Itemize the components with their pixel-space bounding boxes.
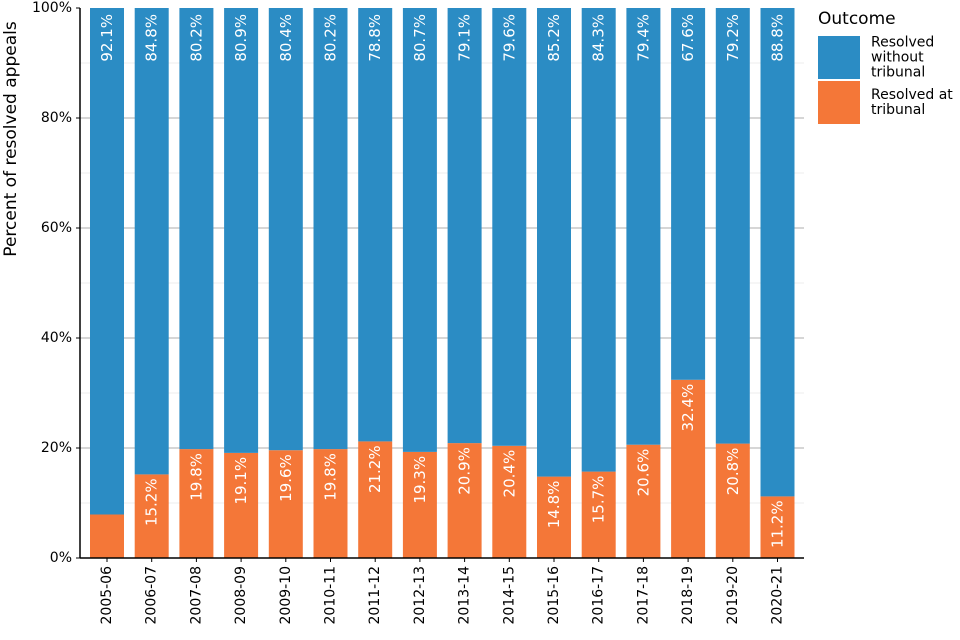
bar-tribunal-2019-20 (715, 443, 750, 558)
x-tick-label: 2020-21 (770, 566, 786, 625)
x-tick-label: 2012-13 (412, 566, 428, 625)
data-label-tribunal: 15.7% (590, 476, 608, 524)
y-tick-label: 100% (32, 0, 72, 16)
bar-without-tribunal-2015-16 (537, 8, 571, 477)
y-tick-label: 60% (41, 220, 72, 236)
legend-label: tribunal (871, 102, 925, 118)
bar-without-tribunal-2008-09 (224, 8, 259, 453)
bar-without-tribunal-2014-15 (492, 8, 527, 446)
bar-without-tribunal-2010-11 (313, 8, 348, 450)
x-tick-label: 2019-20 (725, 566, 741, 625)
data-label-without-tribunal: 80.7% (411, 14, 429, 62)
bar-tribunal-2010-11 (313, 449, 348, 558)
data-label-tribunal: 11.2% (769, 500, 787, 548)
bar-tribunal-2008-09 (224, 452, 259, 558)
data-label-tribunal: 20.8% (724, 448, 742, 496)
bar-tribunal-2009-10 (268, 450, 303, 558)
bar-without-tribunal-2006-07 (134, 8, 169, 475)
data-label-tribunal: 20.9% (456, 447, 474, 495)
bar-tribunal-2006-07 (134, 474, 169, 558)
bar-tribunal-2015-16 (537, 476, 571, 558)
bar-tribunal-2013-14 (447, 443, 482, 558)
x-tick-label: 2015-16 (546, 566, 562, 625)
data-label-without-tribunal: 88.8% (769, 14, 787, 62)
bar-without-tribunal-2012-13 (402, 8, 437, 452)
data-label-tribunal: 19.8% (322, 453, 340, 501)
x-tick-label: 2010-11 (323, 566, 339, 625)
data-label-tribunal: 15.2% (143, 478, 161, 526)
y-tick-label: 80% (41, 110, 72, 126)
data-label-without-tribunal: 84.3% (590, 14, 608, 62)
x-tick-label: 2018-19 (680, 566, 696, 625)
legend-swatch (818, 36, 860, 79)
y-tick-label: 0% (50, 550, 72, 566)
data-label-without-tribunal: 80.9% (232, 14, 250, 62)
bar-without-tribunal-2011-12 (358, 8, 393, 442)
bars (90, 8, 795, 558)
data-label-tribunal: 19.6% (277, 454, 295, 502)
data-label-without-tribunal: 67.6% (679, 14, 697, 62)
x-tick-label: 2009-10 (278, 566, 294, 625)
legend: Outcome ResolvedwithouttribunalResolved … (818, 9, 953, 124)
y-axis-title: Percent of resolved appeals (1, 21, 21, 257)
legend-label: Resolved at (871, 87, 953, 103)
data-label-without-tribunal: 80.2% (187, 14, 205, 62)
data-label-tribunal: 19.8% (187, 453, 205, 501)
y-tick-label: 40% (41, 330, 72, 346)
x-tick-label: 2014-15 (501, 566, 517, 625)
bar-without-tribunal-2018-19 (671, 8, 706, 380)
bar-tribunal-2016-17 (581, 471, 616, 558)
data-label-without-tribunal: 80.2% (322, 14, 340, 62)
bar-without-tribunal-2007-08 (179, 8, 214, 450)
data-label-tribunal: 19.1% (232, 457, 250, 505)
bar-tribunal-2017-18 (626, 444, 661, 558)
legend-label: without (871, 50, 924, 66)
x-tick-label: 2013-14 (457, 566, 473, 625)
bar-tribunal-2011-12 (358, 441, 393, 558)
data-label-without-tribunal: 80.4% (277, 14, 295, 62)
bar-tribunal-2020-21 (760, 496, 795, 558)
y-tick-label: 20% (41, 440, 72, 456)
x-tick-label: 2007-08 (188, 566, 204, 625)
data-label-tribunal: 21.2% (366, 445, 384, 493)
data-label-without-tribunal: 79.6% (500, 14, 518, 62)
data-label-without-tribunal: 79.1% (456, 14, 474, 62)
bar-without-tribunal-2013-14 (447, 8, 482, 444)
data-label-tribunal: 19.3% (411, 456, 429, 504)
bar-without-tribunal-2017-18 (626, 8, 661, 445)
legend-title: Outcome (818, 9, 896, 29)
bar-without-tribunal-2019-20 (715, 8, 750, 444)
x-tick-label: 2011-12 (367, 566, 383, 625)
bar-without-tribunal-2020-21 (760, 8, 795, 497)
bar-tribunal-2012-13 (402, 451, 437, 558)
data-label-tribunal: 20.4% (500, 450, 518, 498)
data-label-tribunal: 14.8% (545, 481, 563, 529)
data-label-tribunal: 20.6% (634, 449, 652, 497)
x-tick-label: 2005-06 (99, 566, 115, 625)
bar-without-tribunal-2005-06 (90, 8, 124, 515)
bar-tribunal-2014-15 (492, 445, 527, 558)
bar-without-tribunal-2009-10 (268, 8, 303, 451)
x-tick-label: 2017-18 (635, 566, 651, 625)
axes: 0% 20% 40% 60% 80% 100% 2005-06 2006-07 2007-08 2… (32, 0, 804, 625)
data-label-without-tribunal: 79.2% (724, 14, 742, 62)
data-label-without-tribunal: 92.1% (98, 14, 116, 62)
bar-tribunal-2018-19 (671, 379, 706, 558)
x-tick-label: 2006-07 (144, 566, 160, 625)
bar-tribunal-2005-06 (90, 514, 124, 558)
legend-swatch (818, 81, 860, 124)
bar-labels: 92.1% 15.2% 84.8% 19.8% 80.2% 19.1% 80.9% 19.6%… (98, 14, 787, 548)
data-label-without-tribunal: 79.4% (634, 14, 652, 62)
legend-label: tribunal (871, 65, 925, 81)
x-tick-label: 2016-17 (591, 566, 607, 625)
legend-label: Resolved (871, 35, 934, 51)
data-label-tribunal: 32.4% (679, 384, 697, 432)
data-label-without-tribunal: 84.8% (143, 14, 161, 62)
x-tick-label: 2008-09 (233, 566, 249, 625)
data-label-without-tribunal: 78.8% (366, 14, 384, 62)
bar-tribunal-2007-08 (179, 449, 214, 558)
data-label-without-tribunal: 85.2% (545, 14, 563, 62)
bar-without-tribunal-2016-17 (581, 8, 616, 472)
